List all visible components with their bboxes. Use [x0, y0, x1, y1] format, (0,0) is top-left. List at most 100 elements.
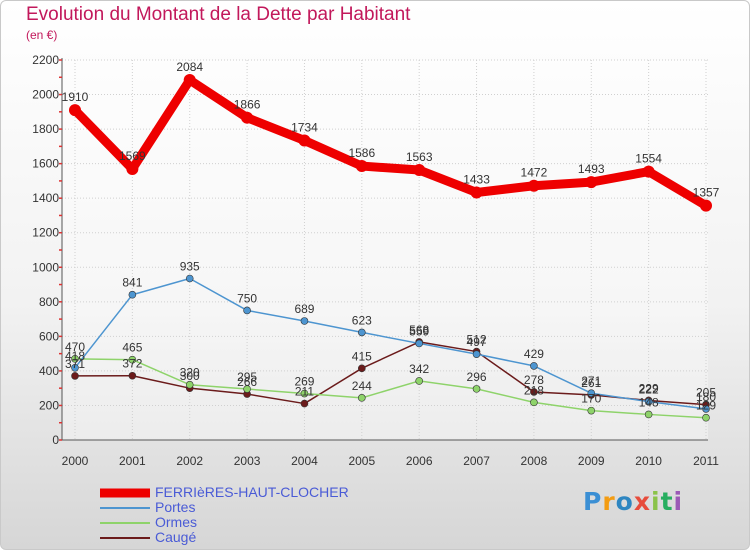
data-label: 271: [581, 374, 601, 388]
data-point: [298, 134, 311, 147]
y-tick-label: 1800: [32, 122, 59, 136]
legend-label: FERRIèRES-HAUT-CLOCHER: [155, 484, 349, 500]
y-tick-label: 2200: [32, 53, 59, 67]
data-point: [185, 274, 194, 283]
data-point: [300, 399, 309, 408]
data-point: [415, 377, 423, 385]
data-point: [128, 355, 137, 364]
data-point: [527, 179, 540, 192]
y-tick-label: 1000: [32, 260, 59, 274]
data-point: [69, 104, 81, 117]
series-line: [74, 341, 707, 406]
chart-title: Evolution du Montant de la Dette par Hab…: [26, 4, 411, 25]
data-label: 512: [467, 333, 487, 347]
x-tick-label: 2000: [62, 454, 89, 468]
plot-area: [62, 60, 708, 440]
data-label: 568: [409, 323, 429, 337]
data-point: [71, 363, 79, 372]
data-label: 320: [180, 366, 200, 380]
data-label: 689: [294, 302, 314, 316]
y-tick-label: 2000: [32, 88, 59, 102]
logo-letter: i: [673, 487, 684, 516]
data-point: [472, 350, 481, 358]
data-label: 180: [696, 390, 716, 404]
x-tick-label: 2005: [348, 454, 375, 468]
data-point: [587, 389, 596, 397]
data-point: [300, 317, 309, 325]
data-label: 935: [180, 260, 200, 274]
y-tick-label: 1400: [32, 191, 59, 205]
data-label: 1357: [693, 186, 720, 200]
data-label: 222: [639, 383, 659, 397]
y-tick-label: 400: [39, 364, 59, 378]
x-tick-label: 2010: [635, 454, 662, 468]
legend-label: Caugé: [155, 529, 197, 545]
data-point: [472, 385, 481, 393]
data-label: 148: [639, 395, 659, 409]
proxiti-logo: Proxiti: [583, 487, 683, 516]
data-point: [300, 389, 309, 398]
data-label: 1734: [291, 120, 318, 134]
data-label: 170: [581, 392, 601, 406]
data-label: 129: [696, 399, 716, 413]
data-label: 342: [409, 362, 429, 376]
x-tick-label: 2011: [693, 454, 719, 468]
x-tick-label: 2001: [119, 454, 146, 468]
data-point: [71, 372, 79, 380]
y-tick-label: 1600: [32, 157, 59, 171]
x-tick-label: 2004: [291, 454, 318, 468]
data-point: [243, 306, 251, 315]
x-tick-label: 2002: [176, 454, 203, 468]
data-label: 218: [524, 383, 544, 397]
series-line: [70, 75, 711, 211]
data-label: 841: [122, 276, 142, 290]
data-label: 371: [65, 357, 85, 371]
data-label: 269: [294, 375, 314, 389]
data-point: [243, 385, 251, 393]
data-point: [644, 397, 653, 406]
data-point: [358, 364, 366, 373]
data-label: 261: [581, 376, 601, 390]
logo-letter: r: [602, 487, 616, 516]
data-label: 1472: [521, 166, 548, 180]
legend-swatch: [100, 536, 150, 539]
data-point: [585, 176, 598, 189]
data-point: [415, 339, 423, 348]
data-label: 211: [295, 385, 314, 399]
data-point: [71, 355, 79, 363]
data-label: 559: [409, 324, 429, 338]
data-label: 229: [639, 381, 659, 395]
data-label: 465: [122, 341, 142, 355]
data-label: 205: [696, 386, 716, 400]
data-point: [185, 380, 194, 389]
data-label: 300: [180, 369, 200, 383]
data-point: [702, 405, 710, 413]
y-tick-label: 1200: [32, 226, 59, 240]
data-point: [128, 371, 137, 380]
series-line: [74, 358, 707, 419]
legend-swatch: [100, 506, 150, 509]
logo-letter: i: [651, 487, 661, 516]
data-label: 497: [467, 335, 487, 349]
y-tick-label: 0: [52, 433, 59, 447]
legend-swatch: [100, 488, 150, 497]
legend-label: Portes: [155, 499, 196, 515]
data-point: [530, 388, 538, 396]
x-tick-label: 2007: [463, 454, 490, 468]
data-point: [128, 290, 137, 299]
data-label: 278: [524, 373, 544, 387]
logo-letter: x: [633, 487, 651, 516]
chart-subtitle: (en €): [26, 28, 58, 42]
data-point: [530, 362, 538, 370]
data-label: 1910: [62, 90, 89, 104]
legend-swatch: [100, 521, 150, 524]
data-label: 750: [237, 291, 257, 305]
series-line: [74, 277, 707, 410]
data-label: 415: [352, 349, 372, 363]
data-point: [644, 410, 653, 419]
data-label: 2084: [176, 60, 203, 74]
data-point: [702, 413, 710, 422]
data-point: [530, 398, 538, 407]
